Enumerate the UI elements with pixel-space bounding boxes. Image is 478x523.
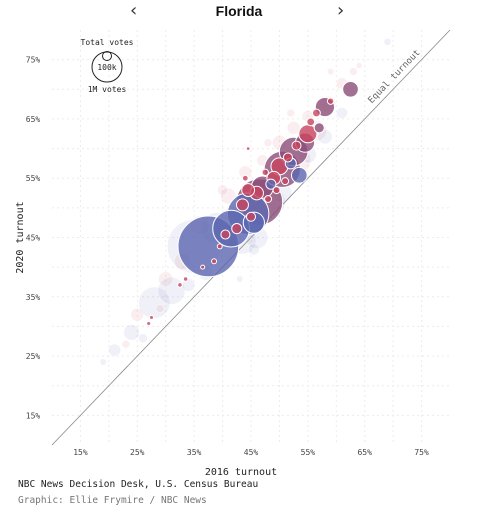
- size-legend-small-label: 100k: [97, 63, 116, 72]
- county-bubble: [212, 209, 250, 248]
- county-bubble: [264, 194, 273, 203]
- chevron-left-icon[interactable]: ‹: [130, 0, 138, 21]
- county-bubble-faint: [317, 129, 333, 145]
- x-tick-label: 45%: [244, 448, 259, 457]
- county-bubble: [177, 282, 183, 288]
- y-tick-label: 35%: [26, 293, 41, 302]
- county-bubble: [306, 117, 316, 127]
- x-tick-label: 35%: [187, 448, 202, 457]
- x-axis-title: 2016 turnout: [205, 467, 277, 476]
- county-bubble-faint: [121, 339, 131, 349]
- county-bubble-faint: [155, 304, 165, 313]
- county-bubble-faint: [349, 67, 358, 76]
- county-bubble-faint: [263, 138, 273, 147]
- county-bubble: [182, 276, 189, 282]
- chart-header: ‹ Florida ›: [0, 0, 478, 26]
- county-bubble-faint: [108, 343, 121, 357]
- x-tick-label: 75%: [414, 448, 429, 457]
- county-bubble: [146, 320, 152, 326]
- county-bubble-faint: [336, 107, 348, 119]
- x-tick-label: 25%: [130, 448, 145, 457]
- county-bubble: [290, 166, 308, 184]
- equal-turnout-line: [51, 29, 451, 446]
- county-bubble: [245, 146, 251, 151]
- graphic-credit: Graphic: Ellie Frymire / NBC News: [18, 495, 207, 506]
- equal-turnout-label: Equal turnout: [367, 48, 423, 106]
- county-bubble-faint: [383, 38, 392, 46]
- turnout-scatter-chart: 15% 25% 35% 45% 55% 65% 75% 15% 25% 35% 45% 55% 65% 7…: [15, 29, 451, 476]
- county-bubble-faint: [355, 62, 363, 69]
- state-title: Florida: [215, 3, 263, 19]
- county-bubble: [313, 122, 325, 134]
- size-legend-title: Total votes: [81, 38, 134, 47]
- county-bubble-faint: [286, 108, 296, 118]
- source-note: NBC News Decision Desk, U.S. Census Bure…: [18, 479, 259, 490]
- y-axis-title: 2020 turnout: [15, 201, 26, 273]
- county-bubble: [216, 243, 223, 250]
- county-bubble-faint: [138, 286, 171, 319]
- county-bubble: [265, 178, 277, 190]
- size-legend-small-circle: [102, 51, 112, 61]
- county-bubble-faint: [327, 67, 335, 75]
- x-tick-label: 55%: [301, 448, 316, 457]
- county-bubble-faint: [248, 243, 260, 256]
- county-bubble-faint: [158, 271, 174, 287]
- county-bubble: [245, 211, 257, 222]
- county-bubble-faint: [123, 324, 140, 341]
- county-bubble: [291, 140, 302, 151]
- county-bubble-faint: [130, 307, 144, 322]
- y-tick-label: 15%: [26, 411, 41, 420]
- county-bubble: [241, 174, 249, 182]
- county-bubble: [282, 152, 293, 163]
- county-bubble: [261, 168, 269, 176]
- county-bubble-faint: [236, 275, 244, 283]
- county-bubble: [281, 177, 290, 186]
- y-tick-label: 55%: [26, 174, 41, 183]
- county-bubble: [272, 186, 281, 195]
- county-bubble-faint: [217, 184, 228, 196]
- y-tick-label: 65%: [26, 115, 41, 124]
- y-tick-label: 75%: [26, 56, 41, 65]
- county-bubble-faint: [99, 358, 107, 366]
- county-bubble: [211, 258, 218, 265]
- x-tick-label: 65%: [357, 448, 372, 457]
- county-bubble-faint: [286, 121, 301, 135]
- y-tick-label: 25%: [26, 352, 41, 361]
- y-tick-label: 45%: [26, 234, 41, 243]
- county-bubble: [241, 183, 256, 197]
- size-legend-large-label: 1M votes: [88, 85, 127, 94]
- county-bubble: [235, 198, 249, 212]
- county-bubble: [311, 108, 321, 118]
- county-bubble: [220, 229, 231, 240]
- county-bubble: [326, 97, 335, 105]
- county-bubble: [200, 264, 206, 270]
- county-bubble: [148, 315, 155, 321]
- x-tick-label: 15%: [73, 448, 88, 457]
- county-bubble: [342, 80, 359, 98]
- county-bubble: [231, 223, 243, 235]
- county-bubble-faint: [138, 333, 148, 344]
- chevron-right-icon[interactable]: ›: [337, 0, 345, 21]
